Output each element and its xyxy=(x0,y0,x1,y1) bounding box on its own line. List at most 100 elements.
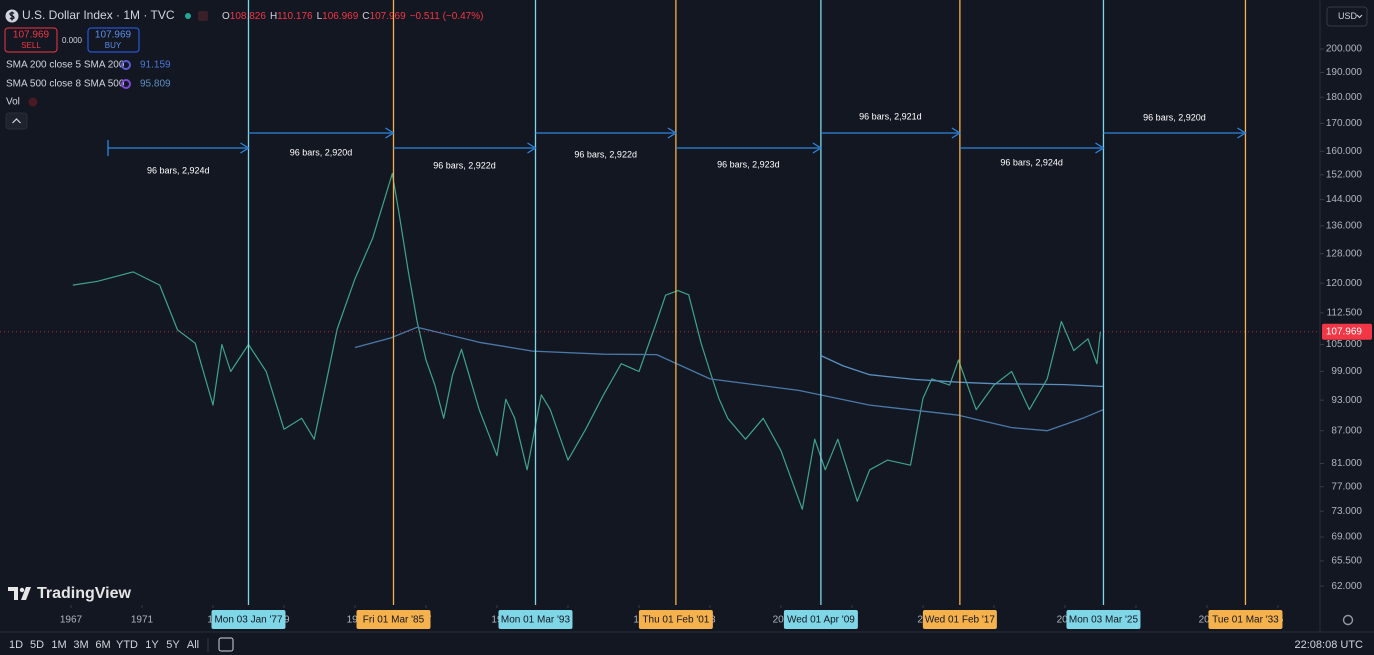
ohlc-value: 110.176 xyxy=(277,11,313,22)
date-flag-label: Mon 03 Jan '77 xyxy=(214,615,283,626)
y-tick-label: 77.000 xyxy=(1331,481,1362,492)
sell-price: 107.969 xyxy=(13,30,50,41)
x-tick-label: 1967 xyxy=(60,615,83,626)
timeframe-button[interactable]: 1Y xyxy=(145,639,159,651)
y-tick-label: 190.000 xyxy=(1326,67,1363,78)
dropdown-arrow xyxy=(1356,14,1363,19)
buy-label: BUY xyxy=(105,41,122,50)
date-flag-label: Wed 01 Apr '09 xyxy=(787,615,855,626)
timeframe-button[interactable]: 3M xyxy=(73,639,88,651)
timeframe-button[interactable]: 6M xyxy=(95,639,110,651)
measure-arrowhead xyxy=(385,127,395,139)
logo-dot xyxy=(19,587,25,593)
buy-button[interactable] xyxy=(87,27,140,53)
x-tick-label: 202 xyxy=(1057,615,1074,626)
date-flag xyxy=(922,610,997,629)
symbol-title[interactable]: U.S. Dollar Index · 1M · TVC xyxy=(22,8,175,22)
axes: 200.000 190.000 180.000 170.000 160.000 152.0… xyxy=(60,44,1372,629)
indicator-icon xyxy=(121,60,131,70)
sell-button[interactable] xyxy=(4,27,58,53)
y-tick-label: 81.000 xyxy=(1331,458,1362,469)
collapse-button[interactable] xyxy=(5,112,28,130)
indicator-label[interactable]: Vol xyxy=(6,97,20,108)
sell-label: SELL xyxy=(21,41,41,50)
overlay: U.S. Dollar Index · 1M · TVC O108.826H11… xyxy=(4,0,1368,626)
date-flag xyxy=(1066,610,1141,629)
timeframe-button[interactable]: 1D xyxy=(9,639,23,651)
date-flag xyxy=(1208,610,1283,629)
measure-label: 96 bars, 2,923d xyxy=(717,159,780,169)
date-flag-label: Mon 01 Mar '93 xyxy=(501,615,571,626)
market-status xyxy=(185,13,191,19)
logo-icon xyxy=(8,587,31,600)
measure-arrowhead xyxy=(240,142,250,154)
indicator-value: 95.809 xyxy=(140,79,171,90)
timeframe-button[interactable]: YTD xyxy=(116,639,138,651)
timeframe-button[interactable]: 5D xyxy=(30,639,44,651)
measure-arrowhead xyxy=(527,142,537,154)
measure-arrowhead xyxy=(667,127,678,139)
y-tick-label: 93.000 xyxy=(1331,395,1362,406)
date-flag-label: Fri 01 Mar '85 xyxy=(363,615,425,626)
indicator-value: 91.159 xyxy=(140,60,171,71)
date-flag-label: Wed 01 Feb '17 xyxy=(925,615,996,626)
plot-area xyxy=(0,173,1320,510)
sma-line xyxy=(354,326,1105,432)
date-flag xyxy=(498,610,573,629)
date-flag-label: Mon 03 Mar '25 xyxy=(1069,615,1139,626)
date-flag xyxy=(211,610,286,629)
y-tick-label: 144.000 xyxy=(1326,194,1363,205)
last-price-badge xyxy=(1322,323,1372,340)
measure-arrowhead xyxy=(1237,127,1247,139)
clock[interactable]: 22:08:08 UTC xyxy=(1295,639,1364,651)
y-tick-label: 112.500 xyxy=(1327,307,1363,318)
settings-icon[interactable] xyxy=(1342,614,1354,626)
indicator-icon xyxy=(121,79,131,89)
date-flag-label: Tue 01 Mar '33 xyxy=(1212,615,1279,626)
timeframe-button[interactable]: All xyxy=(187,639,199,651)
currency-button[interactable] xyxy=(1326,6,1368,27)
flag-icon xyxy=(198,11,208,21)
y-tick-label: 170.000 xyxy=(1326,118,1363,129)
symbol-icon-glyph xyxy=(9,11,15,21)
last-price-label: 107.969 xyxy=(1326,326,1363,337)
measure-label: 96 bars, 2,922d xyxy=(433,160,496,170)
y-tick-label: 120.000 xyxy=(1326,278,1363,289)
warning-icon xyxy=(28,97,38,107)
x-tick-label: 19 xyxy=(491,615,503,626)
ohlc-key: O xyxy=(222,11,230,22)
y-tick-label: 87.000 xyxy=(1331,425,1362,436)
indicator-label[interactable]: SMA 500 close 8 SMA 500 xyxy=(6,79,125,90)
date-flag-label: Thu 01 Feb '01 xyxy=(642,615,709,626)
y-tick-label: 73.000 xyxy=(1331,506,1362,517)
y-tick-label: 200.000 xyxy=(1326,44,1363,55)
y-tick-label: 99.000 xyxy=(1331,366,1362,377)
timeframe-button[interactable]: 1M xyxy=(51,639,66,651)
spread: 0.000 xyxy=(62,36,83,45)
x-tick-label: 200 xyxy=(773,615,790,626)
y-tick-label: 65.500 xyxy=(1331,556,1362,567)
ohlc-key: H xyxy=(270,11,277,22)
measure-label: 96 bars, 2,924d xyxy=(147,165,210,175)
measure-arrowhead xyxy=(951,127,962,139)
y-tick-label: 152.000 xyxy=(1326,169,1363,180)
date-flag xyxy=(783,610,858,629)
measure-arrowhead xyxy=(1095,142,1105,154)
y-tick-label: 180.000 xyxy=(1326,92,1363,103)
brand: TradingView xyxy=(37,585,132,602)
date-flag xyxy=(638,610,713,629)
y-tick-label: 160.000 xyxy=(1326,146,1363,157)
price-line xyxy=(72,173,1101,510)
buy-price: 107.969 xyxy=(95,30,132,41)
x-tick-label: 198 xyxy=(347,615,364,626)
ohlc-value: 106.969 xyxy=(322,11,359,22)
timeframe-button[interactable]: 5Y xyxy=(166,639,180,651)
calendar-icon[interactable] xyxy=(218,637,234,652)
ohlc-value: 107.969 xyxy=(370,11,407,22)
y-tick-label: 136.000 xyxy=(1326,220,1363,231)
measure-label: 96 bars, 2,920d xyxy=(290,147,353,157)
indicator-label[interactable]: SMA 200 close 5 SMA 200 xyxy=(6,60,125,71)
